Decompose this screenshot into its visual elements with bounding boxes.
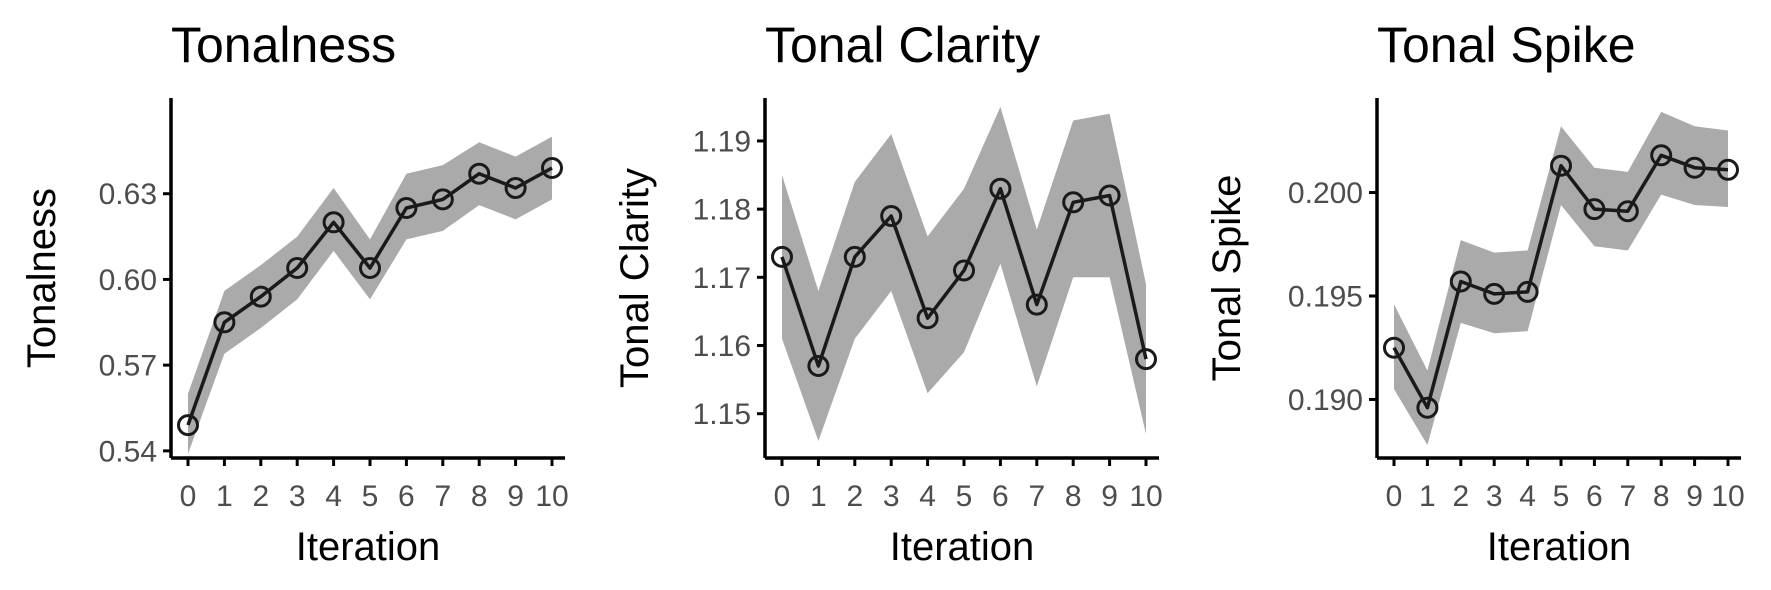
x-tick-label: 6 (992, 480, 1009, 513)
data-point (504, 177, 527, 199)
data-point (286, 257, 309, 279)
data-point (395, 197, 418, 219)
data-point (1449, 270, 1472, 293)
y-tick-label: 1.17 (693, 262, 751, 295)
y-tick-label: 0.54 (99, 435, 157, 468)
data-point (322, 211, 345, 234)
x-tick-label: 10 (1129, 480, 1162, 513)
data-point (807, 355, 830, 377)
data-point (843, 245, 866, 268)
x-tick-label: 5 (956, 480, 973, 513)
x-tick-label: 8 (1653, 480, 1670, 513)
data-point (1062, 191, 1085, 214)
x-tick-label: 3 (1486, 480, 1503, 513)
x-tick-label: 2 (252, 480, 269, 513)
y-tick-label: 1.19 (693, 125, 751, 158)
data-point (880, 205, 903, 227)
x-tick-label: 2 (846, 480, 863, 513)
x-tick-label: 10 (1711, 480, 1744, 513)
y-tick-label: 1.15 (693, 398, 751, 431)
y-tick-label: 0.195 (1288, 281, 1363, 314)
series-line (780, 186, 1148, 368)
y-axis-title: Tonal Spike (1205, 175, 1249, 382)
confidence-ribbon (1394, 111, 1728, 446)
data-point (771, 245, 793, 268)
series-line (1392, 153, 1729, 410)
data-point (953, 259, 975, 282)
x-tick-label: 9 (1686, 480, 1703, 513)
chart-panel-2: Tonal Clarity 1.15 1.16 1.17 1.18 1.19 0 1 2 3 4 5 6… (613, 17, 1163, 569)
y-tick-label: 0.63 (99, 178, 157, 211)
y-tick-label: 1.16 (693, 330, 751, 363)
data-point (1616, 200, 1639, 223)
y-axis-title: Tonal Clarity (613, 168, 657, 388)
data-point (1683, 156, 1706, 179)
panel-title: Tonal Clarity (765, 17, 1040, 73)
x-axis-title: Iteration (1487, 525, 1632, 569)
x-tick-label: 7 (1619, 480, 1636, 513)
data-point (1135, 348, 1157, 371)
data-point (1483, 282, 1506, 305)
series-line (186, 166, 553, 426)
y-axis-title: Tonalness (20, 188, 64, 368)
panel-title: Tonal Spike (1377, 17, 1636, 73)
y-tick-label: 0.200 (1288, 177, 1363, 210)
x-tick-label: 0 (1386, 480, 1403, 513)
y-tick-label: 0.60 (99, 264, 157, 297)
data-point (1516, 280, 1539, 303)
x-tick-label: 4 (1519, 480, 1536, 513)
x-tick-label: 3 (289, 480, 306, 513)
data-point (541, 157, 563, 179)
data-point (916, 307, 939, 330)
chart-panel-3: Tonal Spike 0.190 0.195 0.200 0 1 2 3 4 5 6 7 8 9 10 It… (1205, 17, 1745, 569)
x-tick-label: 9 (1101, 480, 1118, 513)
x-tick-label: 7 (434, 480, 451, 513)
confidence-ribbon (188, 136, 552, 454)
x-tick-label: 7 (1028, 480, 1045, 513)
x-axis-title: Iteration (296, 525, 441, 569)
x-tick-label: 5 (1553, 480, 1570, 513)
x-axis-title: Iteration (890, 525, 1035, 569)
chart-panel-1: Tonalness 0.54 0.57 0.60 0.63 0 1 2 3 4 5 6 7 8 9 10 Ite… (20, 17, 569, 569)
y-tick-label: 1.18 (693, 194, 751, 227)
x-tick-label: 5 (362, 480, 379, 513)
x-tick-label: 4 (919, 480, 936, 513)
data-point (1583, 198, 1606, 221)
x-tick-label: 1 (216, 480, 233, 513)
panel-title: Tonalness (171, 17, 396, 73)
x-tick-label: 1 (810, 480, 827, 513)
data-point (431, 188, 454, 211)
x-tick-label: 8 (1065, 480, 1082, 513)
data-point (1098, 184, 1121, 207)
x-tick-label: 3 (883, 480, 900, 513)
x-tick-label: 0 (774, 480, 791, 513)
y-tick-label: 0.190 (1288, 384, 1363, 417)
data-point (1383, 336, 1405, 359)
x-tick-label: 0 (180, 480, 197, 513)
data-point (1550, 154, 1572, 177)
x-tick-label: 2 (1452, 480, 1469, 513)
data-point (468, 162, 491, 185)
confidence-ribbon (782, 106, 1146, 442)
y-tick-label: 0.57 (99, 350, 157, 383)
data-point (1717, 158, 1739, 181)
x-tick-label: 9 (507, 480, 524, 513)
data-point (1416, 396, 1439, 419)
data-point (359, 257, 381, 279)
x-tick-label: 1 (1419, 480, 1436, 513)
data-point (1650, 144, 1673, 167)
x-tick-label: 6 (1586, 480, 1603, 513)
data-point (177, 414, 199, 437)
x-tick-label: 6 (398, 480, 415, 513)
x-tick-label: 10 (535, 480, 568, 513)
x-tick-label: 4 (325, 480, 342, 513)
data-point (1025, 293, 1048, 316)
x-tick-label: 8 (471, 480, 488, 513)
data-point (989, 177, 1012, 200)
data-point (213, 311, 236, 334)
data-point (249, 285, 272, 308)
